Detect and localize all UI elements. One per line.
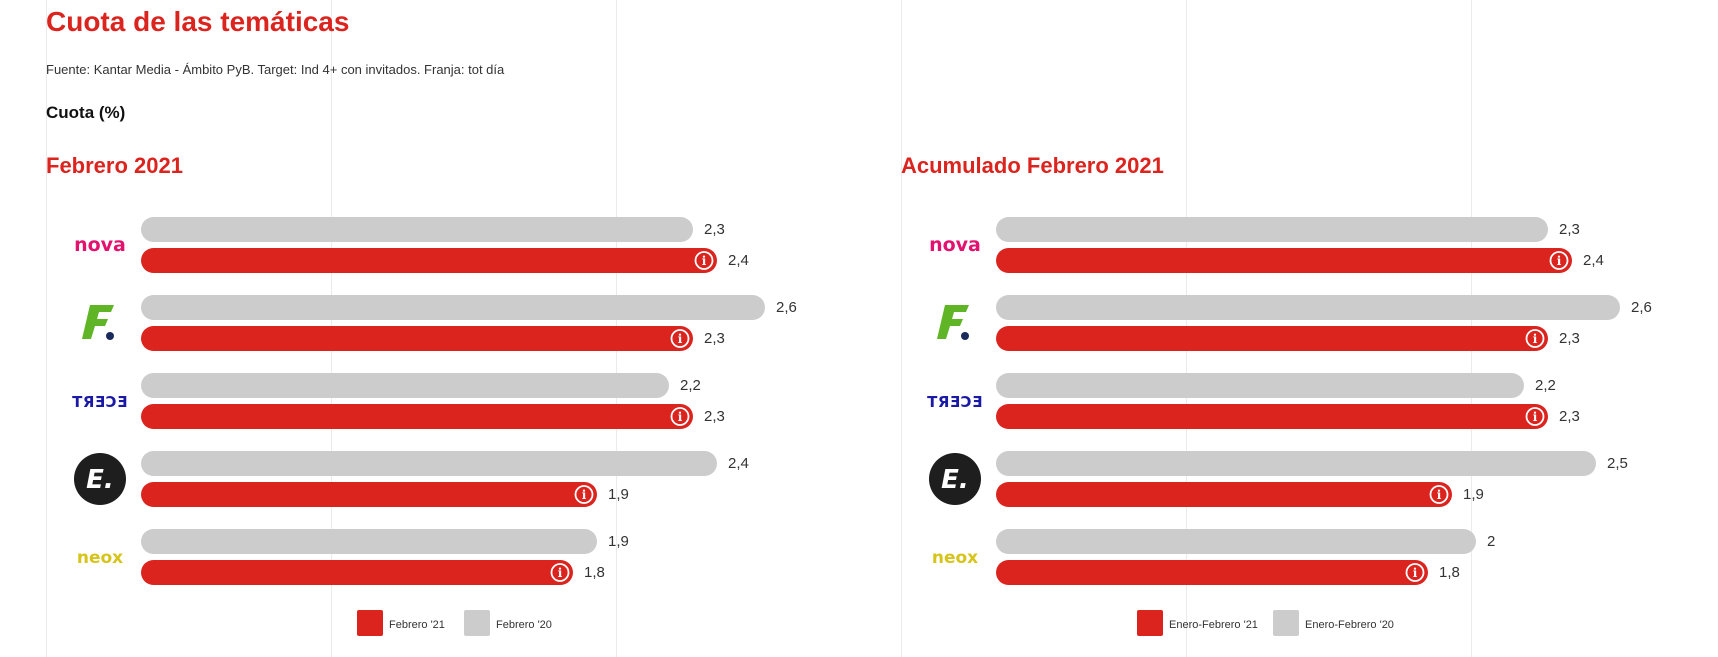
info-icon[interactable]: i <box>1429 485 1449 504</box>
data-label-current: 2,4 <box>1583 252 1604 269</box>
metric-label: Cuota (%) <box>46 103 126 122</box>
info-icon[interactable]: i <box>550 563 570 582</box>
svg-text:E.: E. <box>941 465 969 495</box>
data-label-current: 1,8 <box>1439 564 1460 581</box>
svg-text:Enero-Febrero '21: Enero-Febrero '21 <box>1169 619 1258 631</box>
bar-previous[interactable] <box>141 529 597 554</box>
bar-previous[interactable] <box>996 451 1596 476</box>
data-label-previous: 2,3 <box>704 221 725 238</box>
bar-current[interactable] <box>141 326 693 351</box>
data-label-current: 2,3 <box>704 330 725 347</box>
info-icon[interactable]: i <box>670 329 690 348</box>
info-icon[interactable]: i <box>694 251 714 270</box>
info-icon[interactable]: i <box>1549 251 1569 270</box>
legend-item[interactable]: Febrero '21 <box>357 610 445 636</box>
data-label-current: 1,8 <box>584 564 605 581</box>
nova-logo-icon: nova <box>74 234 126 256</box>
info-icon[interactable]: i <box>670 407 690 426</box>
svg-text:i: i <box>1533 332 1538 346</box>
info-icon[interactable]: i <box>574 485 594 504</box>
bar-chart-febrero: nova 2,3 i 2,4 2,6 i 2,3 TЯƎƆƎ 2,2 i 2,3 E. 2,4 i 1,9 n… <box>72 217 797 636</box>
bar-chart-acumulado: nova 2,3 i 2,4 2,6 i 2,3 TЯƎƆƎ 2,2 i 2,3 E. 2,5 i 1,9 n… <box>927 217 1652 636</box>
fdf-logo-icon <box>937 305 969 340</box>
svg-text:i: i <box>678 410 683 424</box>
bar-current[interactable] <box>996 482 1452 507</box>
nova-logo-icon: nova <box>929 234 981 256</box>
legend-item[interactable]: Enero-Febrero '20 <box>1273 610 1394 636</box>
gridline <box>901 0 902 657</box>
data-label-current: 2,4 <box>728 252 749 269</box>
svg-text:i: i <box>1413 566 1418 580</box>
data-label-current: 1,9 <box>1463 486 1484 503</box>
svg-text:i: i <box>1533 410 1538 424</box>
svg-text:i: i <box>702 254 707 268</box>
page-title: Cuota de las temáticas <box>46 6 350 37</box>
neox-logo-icon: neox <box>77 548 123 568</box>
data-label-current: 2,3 <box>1559 330 1580 347</box>
svg-text:i: i <box>1557 254 1562 268</box>
svg-text:i: i <box>558 566 563 580</box>
data-label-current: 2,3 <box>1559 408 1580 425</box>
svg-text:i: i <box>1437 488 1442 502</box>
bar-current[interactable] <box>996 404 1548 429</box>
bar-current[interactable] <box>141 248 717 273</box>
data-label-previous: 2,6 <box>1631 299 1652 316</box>
bar-previous[interactable] <box>141 217 693 242</box>
info-icon[interactable]: i <box>1525 329 1545 348</box>
svg-text:Enero-Febrero '20: Enero-Febrero '20 <box>1305 619 1394 631</box>
bar-previous[interactable] <box>996 529 1476 554</box>
data-label-previous: 2,2 <box>680 377 701 394</box>
bar-previous[interactable] <box>141 373 669 398</box>
trece-logo-icon: TЯƎƆƎ <box>927 393 983 411</box>
bar-current[interactable] <box>996 326 1548 351</box>
bar-current[interactable] <box>996 248 1572 273</box>
data-label-previous: 2,4 <box>728 455 749 472</box>
energy-logo-icon: E. <box>929 453 981 505</box>
chart-title-acumulado: Acumulado Febrero 2021 <box>901 153 1164 178</box>
data-label-previous: 2,3 <box>1559 221 1580 238</box>
legend-item[interactable]: Febrero '20 <box>464 610 552 636</box>
info-icon[interactable]: i <box>1525 407 1545 426</box>
chart-title-febrero: Febrero 2021 <box>46 153 183 178</box>
svg-text:i: i <box>582 488 587 502</box>
bar-previous[interactable] <box>996 295 1620 320</box>
svg-text:i: i <box>678 332 683 346</box>
data-label-current: 1,9 <box>608 486 629 503</box>
data-label-previous: 2,5 <box>1607 455 1628 472</box>
data-label-current: 2,3 <box>704 408 725 425</box>
bar-current[interactable] <box>141 560 573 585</box>
data-label-previous: 2,6 <box>776 299 797 316</box>
gridline <box>46 0 47 657</box>
neox-logo-icon: neox <box>932 548 978 568</box>
bar-previous[interactable] <box>141 451 717 476</box>
data-label-previous: 1,9 <box>608 533 629 550</box>
bar-current[interactable] <box>141 404 693 429</box>
bar-previous[interactable] <box>996 373 1524 398</box>
bar-previous[interactable] <box>996 217 1548 242</box>
bar-current[interactable] <box>141 482 597 507</box>
svg-text:Febrero '20: Febrero '20 <box>496 619 552 631</box>
data-label-previous: 2,2 <box>1535 377 1556 394</box>
trece-logo-icon: TЯƎƆƎ <box>72 393 128 411</box>
source-note: Fuente: Kantar Media - Ámbito PyB. Targe… <box>46 62 505 77</box>
energy-logo-icon: E. <box>74 453 126 505</box>
fdf-logo-icon <box>82 305 114 340</box>
data-label-previous: 2 <box>1487 533 1495 550</box>
info-icon[interactable]: i <box>1405 563 1425 582</box>
legend-item[interactable]: Enero-Febrero '21 <box>1137 610 1258 636</box>
svg-text:E.: E. <box>86 465 114 495</box>
svg-text:Febrero '21: Febrero '21 <box>389 619 445 631</box>
bar-current[interactable] <box>996 560 1428 585</box>
bar-previous[interactable] <box>141 295 765 320</box>
